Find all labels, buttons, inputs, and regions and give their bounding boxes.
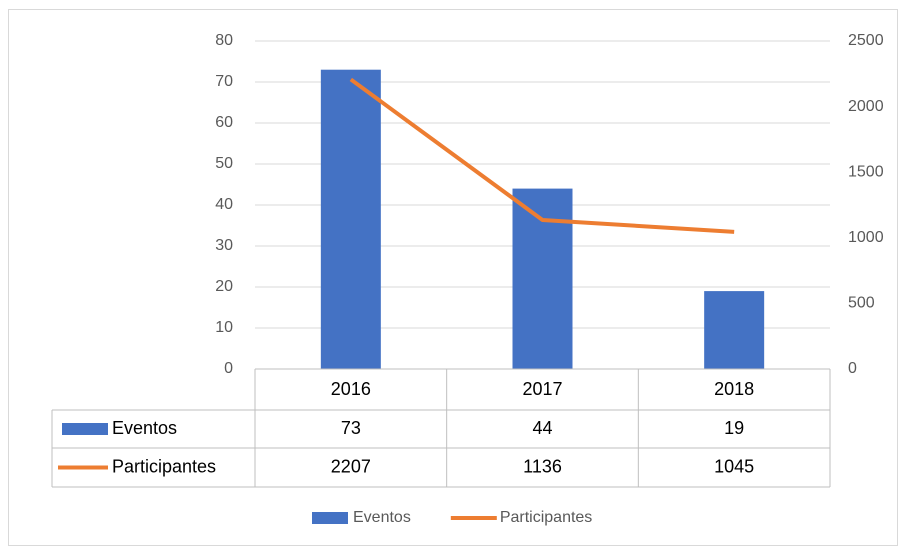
bar	[320, 69, 381, 369]
y2-tick-label: 1000	[848, 229, 884, 246]
x-tick-label: 2016	[331, 379, 371, 399]
table-value: 1136	[523, 456, 562, 476]
y-tick-label: 20	[215, 278, 233, 295]
bar	[704, 291, 765, 369]
y2-tick-label: 2500	[848, 32, 884, 49]
table-value: 19	[724, 418, 744, 438]
legend-label: Eventos	[353, 509, 411, 526]
table-legend-key	[62, 423, 108, 435]
y2-tick-label: 500	[848, 295, 875, 312]
table-value: 2207	[331, 456, 371, 476]
y2-tick-label: 0	[848, 360, 857, 377]
y-tick-label: 10	[215, 319, 233, 336]
y2-tick-label: 2000	[848, 98, 884, 115]
x-tick-label: 2017	[522, 379, 562, 399]
legend-key	[312, 512, 348, 524]
chart-border	[8, 9, 898, 546]
y-tick-label: 40	[215, 196, 233, 213]
table-value: 44	[532, 418, 552, 438]
line	[349, 77, 735, 234]
y-tick-label: 80	[215, 32, 233, 49]
table-value: 73	[341, 418, 361, 438]
y-tick-label: 70	[215, 73, 233, 90]
y-tick-label: 30	[215, 237, 233, 254]
y2-tick-label: 1500	[848, 163, 884, 180]
table-series-name: Participantes	[112, 456, 216, 476]
y-tick-label: 60	[215, 114, 233, 131]
legend-label: Participantes	[500, 509, 593, 526]
bar	[512, 188, 573, 369]
y-tick-label: 0	[224, 360, 233, 377]
y-tick-label: 50	[215, 155, 233, 172]
table-value: 1045	[714, 456, 754, 476]
table-series-name: Eventos	[112, 418, 177, 438]
x-tick-label: 2018	[714, 379, 754, 399]
